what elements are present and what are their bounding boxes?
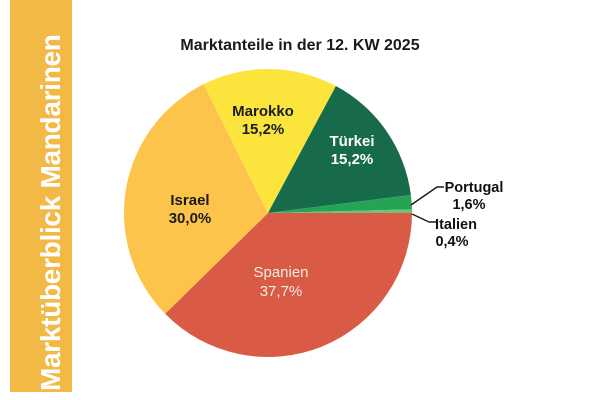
pie-slice-israel xyxy=(123,84,268,314)
slice-label-israel: Israel xyxy=(170,192,209,209)
slice-value-spanien: 37,7% xyxy=(260,283,303,300)
leader-line-italien xyxy=(411,213,436,223)
pie-slice-spanien xyxy=(165,213,412,358)
slice-value-marokko: 15,2% xyxy=(242,121,285,138)
slice-label-spanien: Spanien xyxy=(253,264,308,281)
pie-slice-marokko xyxy=(203,68,336,213)
sidebar-band: Marktüberblick Mandarinen xyxy=(10,0,72,392)
slice-value-tuerkei: 15,2% xyxy=(331,151,374,168)
slice-label-tuerkei: Türkei xyxy=(329,133,374,150)
chart-title: Marktanteile in der 12. KW 2025 xyxy=(180,37,420,54)
pie-slice-tuerkei xyxy=(268,86,411,213)
pie-slice-italien xyxy=(268,209,412,213)
slice-value-israel: 30,0% xyxy=(169,210,212,227)
slice-value-portugal: 1,6% xyxy=(452,197,485,213)
slice-value-italien: 0,4% xyxy=(435,234,468,250)
leader-line-portugal xyxy=(410,186,444,206)
pie-slice-portugal xyxy=(268,194,412,213)
slice-label-portugal: Portugal xyxy=(445,180,504,196)
slice-label-marokko: Marokko xyxy=(232,103,294,120)
slice-label-italien: Italien xyxy=(435,217,477,233)
